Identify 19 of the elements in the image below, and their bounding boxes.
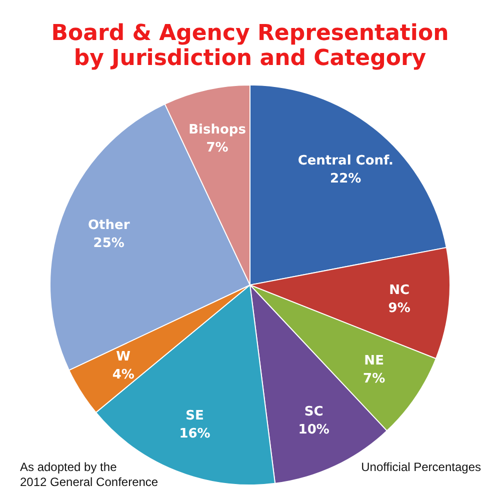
slice-label: NE [364,353,384,368]
data-label: 22% [330,171,362,186]
slice-label: NC [389,283,410,298]
data-label: 25% [93,236,124,252]
text: Unofficial Percentages [361,460,481,474]
slice-label: SE [186,408,204,424]
slice-label: Bishops [188,122,246,138]
data-label: 7% [206,140,228,156]
chart-title: Board & Agency Representation by Jurisdiction and Category [51,21,449,71]
data-label: 4% [112,367,134,382]
slice-label: W [116,349,131,364]
data-label: 10% [298,422,330,438]
data-label: 7% [363,371,386,386]
slice-label: Central Conf. [298,153,394,168]
data-label: 16% [179,426,210,442]
data-label: 9% [388,301,410,316]
slice-label: SC [304,404,324,420]
slice-label: Other [88,218,130,234]
text: As adopted by the 2012 General Conference [20,460,158,489]
